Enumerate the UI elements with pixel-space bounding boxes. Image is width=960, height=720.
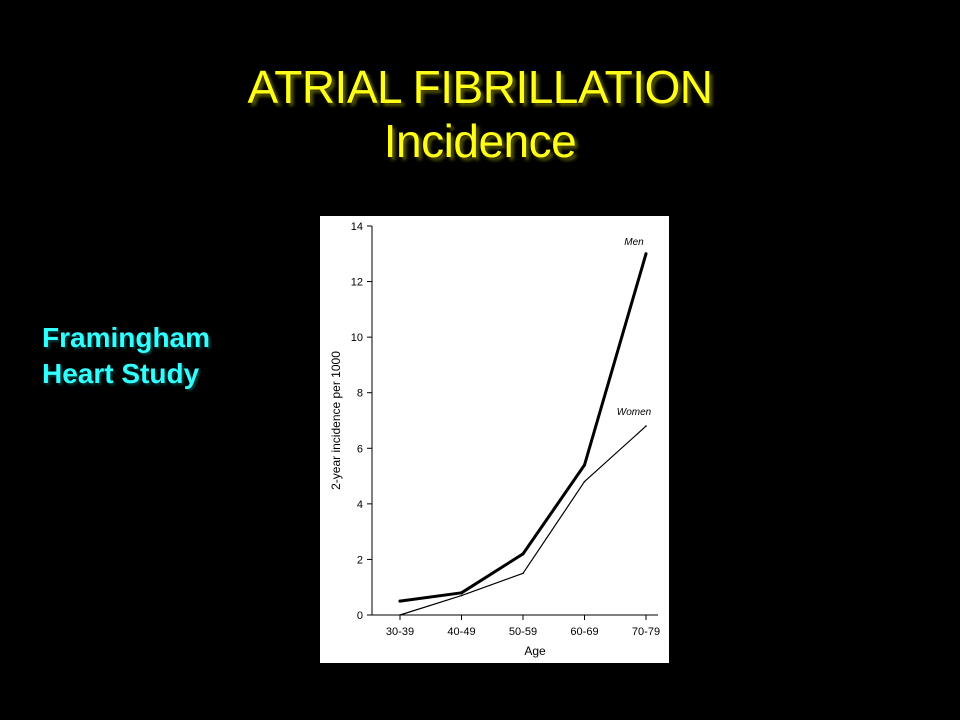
- slide-title-line1: ATRIAL FIBRILLATION: [247, 61, 713, 113]
- x-tick-label: 30-39: [386, 626, 414, 638]
- series-label-women: Women: [617, 407, 652, 418]
- data-point-women: [583, 480, 586, 483]
- data-point-men: [398, 599, 402, 603]
- series-label-men: Men: [624, 237, 644, 248]
- y-tick-label: 6: [357, 443, 363, 455]
- study-label: Framingham Heart Study: [42, 320, 210, 392]
- study-label-line2: Heart Study: [42, 358, 200, 389]
- data-point-women: [522, 572, 524, 575]
- x-tick-label: 50-59: [509, 626, 537, 638]
- data-point-women: [645, 425, 647, 427]
- data-point-men: [521, 552, 525, 556]
- incidence-chart: 0 2 4 6 8 10 12 14 30-39 40-49 50-59 60-69 70-79 Age 2…: [329, 221, 660, 658]
- x-tick-label: 70-79: [632, 626, 660, 638]
- y-tick-label: 8: [357, 388, 363, 400]
- data-point-men: [460, 591, 463, 595]
- data-point-women: [399, 614, 401, 616]
- x-tick-label: 60-69: [570, 626, 598, 638]
- incidence-chart-panel: 0 2 4 6 8 10 12 14 30-39 40-49 50-59 60-69 70-79 Age 2…: [320, 216, 669, 663]
- y-tick-label: 4: [357, 499, 363, 511]
- data-point-men: [583, 463, 586, 467]
- data-point-women: [460, 594, 463, 597]
- y-tick-label: 12: [351, 277, 363, 289]
- y-tick-label: 10: [351, 332, 363, 344]
- slide-title: ATRIAL FIBRILLATION Incidence: [0, 60, 960, 168]
- series-line-men: [398, 252, 648, 603]
- series-line-women: [399, 425, 647, 616]
- y-tick-label: 2: [357, 554, 363, 566]
- y-axis-title: 2-year incidence per 1000: [329, 351, 343, 490]
- x-axis-title: Age: [524, 644, 546, 658]
- x-tick-label: 40-49: [447, 626, 475, 638]
- y-tick-label: 0: [357, 610, 363, 622]
- y-tick-label: 14: [351, 221, 363, 233]
- study-label-line1: Framingham: [42, 322, 211, 353]
- slide-title-line2: Incidence: [383, 115, 577, 167]
- data-point-men: [644, 252, 648, 256]
